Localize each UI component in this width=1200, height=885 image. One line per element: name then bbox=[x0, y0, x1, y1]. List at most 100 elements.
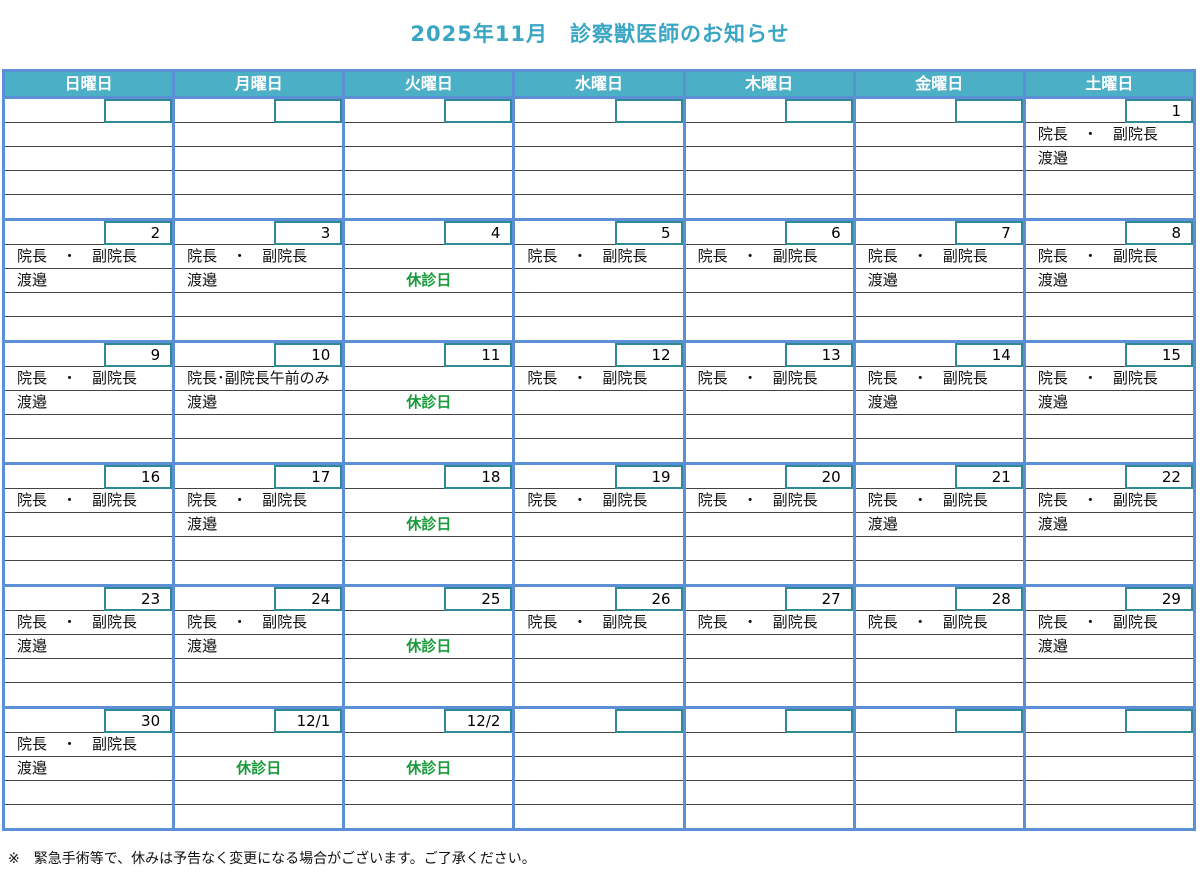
schedule-row bbox=[685, 465, 853, 489]
schedule-row bbox=[686, 805, 853, 829]
schedule-row bbox=[345, 195, 512, 219]
vet-line-2: 渡邉 bbox=[855, 513, 1023, 537]
vet-line-2: 渡邉 bbox=[1025, 391, 1193, 415]
schedule-row bbox=[686, 317, 853, 341]
day-cell bbox=[1025, 706, 1193, 829]
schedule-row bbox=[1025, 659, 1193, 683]
day-cell: 12/1 休診日 bbox=[175, 706, 343, 828]
schedule-row bbox=[5, 465, 173, 489]
date-number bbox=[1124, 709, 1193, 733]
date-number: 11 bbox=[444, 343, 513, 367]
schedule-row bbox=[686, 195, 853, 219]
vet-line-2 bbox=[175, 147, 343, 171]
date-number: 30 bbox=[104, 709, 173, 733]
schedule-row bbox=[856, 561, 1023, 585]
date-number bbox=[784, 709, 853, 733]
schedule-row bbox=[175, 465, 343, 489]
vet-line-1 bbox=[685, 733, 853, 757]
day-cell: 21 院長 ・ 副院長 渡邉 bbox=[855, 462, 1023, 585]
schedule-row bbox=[856, 805, 1023, 829]
schedule-row bbox=[5, 317, 172, 341]
schedule-row bbox=[345, 99, 513, 123]
schedule-row bbox=[345, 587, 513, 611]
schedule-row bbox=[345, 317, 512, 341]
day-cell: 14 院長 ・ 副院長 渡邉 bbox=[855, 340, 1023, 462]
schedule-row bbox=[1026, 317, 1193, 341]
calendar-grid: 日曜日 月曜日 火曜日 水曜日 木曜日 金曜日 土曜日 1 院長 ・ 副院長 渡邉 2 院長 ・ 副院… bbox=[2, 69, 1196, 831]
date-number: 15 bbox=[1124, 343, 1193, 367]
day-cell: 27 院長 ・ 副院長 bbox=[685, 584, 853, 706]
date-number: 21 bbox=[954, 465, 1023, 489]
schedule-row bbox=[855, 587, 1023, 611]
date-number bbox=[444, 99, 513, 123]
vet-line-2 bbox=[685, 147, 853, 171]
date-number: 4 bbox=[444, 221, 513, 245]
schedule-row bbox=[685, 415, 853, 439]
schedule-row bbox=[175, 561, 342, 585]
schedule-row bbox=[1025, 537, 1193, 561]
date-number: 14 bbox=[954, 343, 1023, 367]
vet-line-1: 院長 ・ 副院長 bbox=[855, 245, 1023, 269]
vet-line-1: 院長 ・ 副院長 bbox=[1025, 123, 1193, 147]
schedule-row bbox=[175, 537, 343, 561]
schedule-row bbox=[175, 343, 343, 367]
schedule-row bbox=[5, 343, 173, 367]
day-cell: 28 院長 ・ 副院長 bbox=[855, 584, 1023, 707]
schedule-row bbox=[855, 99, 1023, 123]
schedule-row bbox=[856, 683, 1023, 707]
date-number bbox=[274, 99, 343, 123]
schedule-row bbox=[515, 171, 683, 195]
vet-line-1 bbox=[345, 733, 513, 757]
date-number bbox=[614, 99, 683, 123]
schedule-row bbox=[686, 561, 853, 585]
schedule-row bbox=[5, 195, 172, 219]
schedule-row bbox=[515, 781, 683, 805]
holiday-label: 休診日 bbox=[175, 757, 343, 781]
schedule-row bbox=[175, 439, 342, 463]
vet-line-1: 院長 ・ 副院長 bbox=[5, 245, 173, 269]
schedule-row bbox=[1026, 439, 1193, 463]
date-number: 12/1 bbox=[274, 709, 343, 733]
vet-line-2: 渡邉 bbox=[5, 757, 173, 781]
day-cell: 9 院長 ・ 副院長 渡邉 bbox=[5, 340, 173, 463]
schedule-row bbox=[5, 221, 173, 245]
schedule-row bbox=[855, 343, 1023, 367]
vet-line-1: 院長 ・ 副院長 bbox=[685, 611, 853, 635]
holiday-label: 休診日 bbox=[345, 513, 513, 537]
vet-line-2: 渡邉 bbox=[855, 269, 1023, 293]
schedule-row bbox=[175, 415, 343, 439]
schedule-row bbox=[1025, 343, 1193, 367]
vet-line-1: 院長 ・ 副院長 bbox=[515, 489, 683, 513]
schedule-row bbox=[175, 293, 343, 317]
vet-line-1 bbox=[515, 123, 683, 147]
vet-line-1: 院長 ・ 副院長 bbox=[855, 367, 1023, 391]
schedule-row bbox=[1026, 805, 1193, 829]
schedule-row bbox=[515, 317, 682, 341]
day-cell: 30 院長 ・ 副院長 渡邉 bbox=[5, 706, 173, 828]
schedule-row bbox=[345, 709, 513, 733]
day-cell: 29 院長 ・ 副院長 渡邉 bbox=[1025, 584, 1193, 707]
vet-line-2 bbox=[5, 147, 173, 171]
schedule-row bbox=[345, 343, 513, 367]
schedule-row bbox=[685, 709, 853, 733]
day-cell: 25 休診日 bbox=[345, 584, 513, 706]
day-cell: 18 休診日 bbox=[345, 462, 513, 584]
vet-line-1: 院長 ・ 副院長 bbox=[1025, 367, 1193, 391]
date-number: 16 bbox=[104, 465, 173, 489]
schedule-row bbox=[5, 439, 172, 463]
schedule-row bbox=[175, 99, 343, 123]
schedule-row bbox=[855, 415, 1023, 439]
schedule-row bbox=[686, 439, 853, 463]
schedule-row bbox=[175, 195, 342, 219]
schedule-row bbox=[5, 99, 173, 123]
schedule-row bbox=[685, 659, 853, 683]
day-cell: 5 院長 ・ 副院長 bbox=[515, 218, 683, 341]
vet-line-2 bbox=[855, 757, 1023, 781]
schedule-row bbox=[175, 171, 343, 195]
vet-line-2 bbox=[685, 635, 853, 659]
schedule-row bbox=[5, 709, 173, 733]
day-cell: 17 院長 ・ 副院長 渡邉 bbox=[175, 462, 343, 585]
schedule-row bbox=[1026, 683, 1193, 707]
vet-line-1 bbox=[855, 123, 1023, 147]
schedule-row bbox=[5, 415, 173, 439]
